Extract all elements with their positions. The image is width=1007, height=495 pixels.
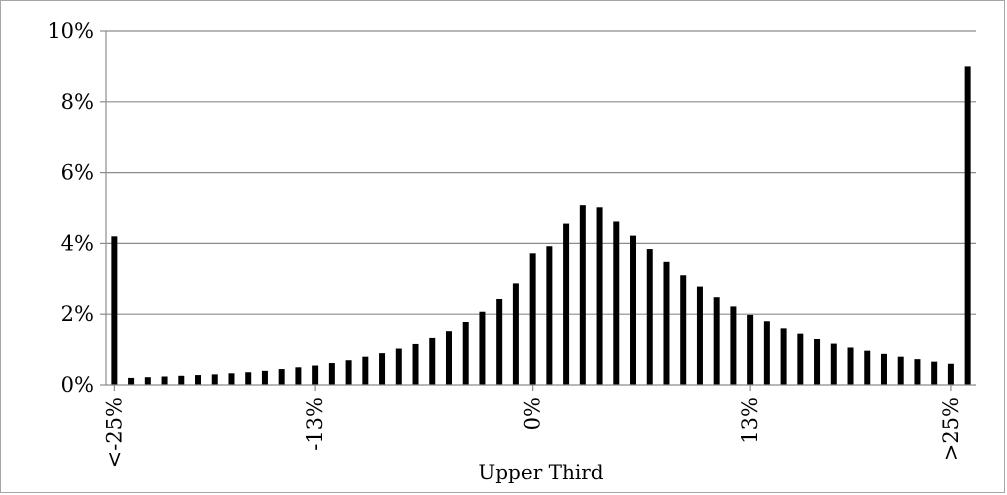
x-tick-label: >25% — [939, 397, 963, 461]
bar — [613, 221, 620, 385]
bar — [546, 246, 553, 385]
y-tick-label: 10% — [47, 19, 94, 43]
bar — [312, 365, 319, 385]
bar — [111, 236, 118, 385]
x-tick-label: <-25% — [102, 397, 126, 468]
bar — [797, 333, 804, 385]
bar — [295, 367, 302, 385]
bar — [964, 66, 971, 386]
bar — [161, 376, 168, 385]
bar — [663, 261, 670, 385]
bar — [228, 373, 235, 385]
y-tick-label: 4% — [61, 231, 94, 255]
bars — [111, 66, 971, 386]
bar — [211, 374, 218, 385]
x-axis-title: Upper Third — [478, 460, 603, 484]
gridlines — [106, 30, 976, 315]
bar — [763, 321, 770, 385]
bar — [178, 375, 185, 385]
bar — [462, 321, 469, 385]
bar — [931, 361, 938, 385]
bar — [479, 311, 486, 385]
bar — [195, 375, 202, 385]
bar — [646, 249, 653, 385]
x-tick-label: 0% — [521, 397, 545, 430]
bar — [128, 377, 135, 385]
axes — [100, 30, 976, 391]
x-tick-label: 13% — [738, 397, 762, 444]
bar — [947, 363, 954, 385]
bar — [897, 356, 904, 385]
bar — [529, 253, 536, 385]
bar — [830, 343, 837, 385]
x-tick-label: -13% — [303, 397, 327, 451]
bar — [445, 331, 452, 385]
bar — [713, 297, 720, 385]
bar — [563, 223, 570, 385]
bar — [680, 275, 687, 385]
bar — [328, 363, 335, 385]
bar — [512, 283, 519, 385]
bar — [880, 353, 887, 385]
bar — [696, 286, 703, 385]
bar — [814, 338, 821, 385]
bar — [429, 337, 436, 385]
bar — [780, 328, 787, 385]
bar — [747, 314, 754, 385]
bar — [245, 372, 252, 385]
y-tick-label: 6% — [61, 161, 94, 185]
bar — [630, 235, 637, 385]
bar — [596, 207, 603, 385]
bar — [730, 306, 737, 385]
y-tick-label: 2% — [61, 302, 94, 326]
bar — [395, 348, 402, 385]
bar — [496, 298, 503, 385]
y-tick-label: 8% — [61, 90, 94, 114]
bar — [864, 350, 871, 385]
bar — [144, 377, 151, 385]
bar — [379, 353, 386, 385]
bar — [579, 205, 586, 385]
bar — [278, 369, 285, 385]
y-tick-label: 0% — [61, 373, 94, 397]
bar — [412, 343, 419, 385]
bar — [345, 360, 352, 385]
tick-labels: 0% 2% 4% 6% 8% 10% <-25% -13% 0% 13% >25% — [47, 19, 963, 468]
bar — [847, 347, 854, 385]
bar — [261, 370, 268, 385]
bar — [914, 359, 921, 385]
bar — [362, 356, 369, 385]
